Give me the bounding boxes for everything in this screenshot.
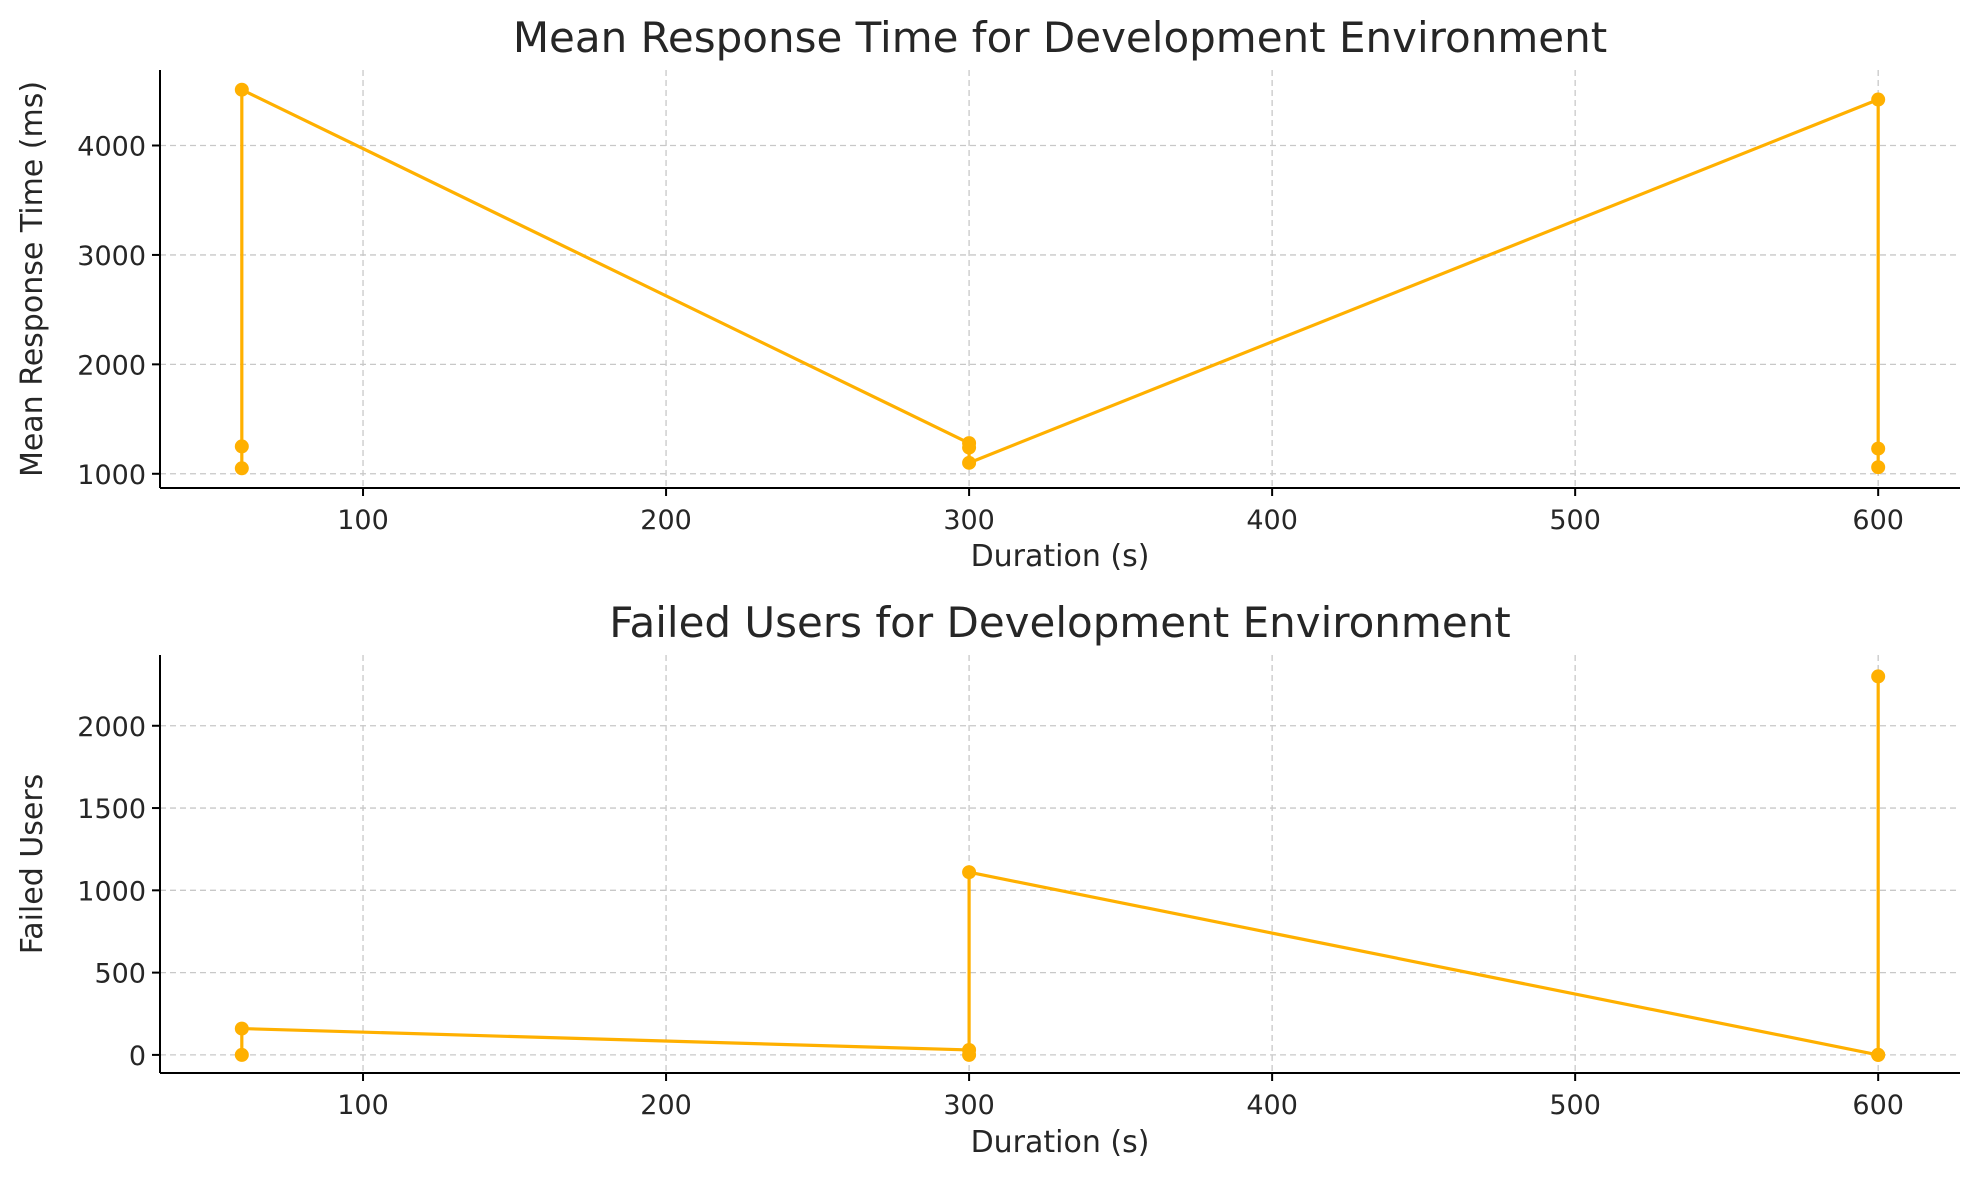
grid [160, 70, 1960, 488]
y-tick-label: 1000 [77, 460, 146, 491]
y-tick-label: 0 [129, 1041, 146, 1072]
chart-panel-1: 100 200 300 400 500 600 1000 2000 3000 4000 Mean R… [15, 13, 1960, 574]
data-point [962, 440, 977, 455]
y-axis-label: Failed Users [15, 774, 50, 955]
data-point [1871, 441, 1886, 456]
data-point [234, 82, 249, 97]
grid [160, 655, 1960, 1073]
data-point [234, 439, 249, 454]
data-point [234, 461, 249, 476]
y-tick-label: 500 [94, 959, 146, 990]
y-tick-label: 3000 [77, 241, 146, 272]
chart-title: Failed Users for Development Environment [609, 598, 1511, 647]
x-tick-label: 200 [640, 505, 692, 536]
x-tick-label: 500 [1549, 1090, 1601, 1121]
data-point [234, 1047, 249, 1062]
x-axis-label: Duration (s) [971, 539, 1150, 574]
data-point [962, 865, 977, 880]
y-tick-label: 1500 [77, 794, 146, 825]
data-point [1871, 92, 1886, 107]
x-tick-label: 600 [1852, 505, 1904, 536]
data-point [962, 1047, 977, 1062]
y-tick-label: 2000 [77, 712, 146, 743]
x-tick-label: 300 [943, 505, 995, 536]
data-point [1871, 1047, 1886, 1062]
chart-panel-2: 100 200 300 400 500 600 0 500 1000 1500 2000 Failed… [15, 598, 1960, 1160]
x-tick-label: 600 [1852, 1090, 1904, 1121]
x-tick-label: 100 [337, 505, 389, 536]
y-axis-label: Mean Response Time (ms) [15, 81, 50, 477]
y-tick-label: 4000 [77, 132, 146, 163]
x-tick-label: 200 [640, 1090, 692, 1121]
series-line [240, 88, 1880, 469]
data-point [962, 455, 977, 470]
data-point [1871, 669, 1886, 684]
x-tick-label: 400 [1246, 505, 1298, 536]
chart-title: Mean Response Time for Development Envir… [513, 13, 1607, 62]
data-point [1871, 460, 1886, 475]
y-tick-label: 1000 [77, 876, 146, 907]
x-tick-label: 500 [1549, 505, 1601, 536]
x-tick-label: 400 [1246, 1090, 1298, 1121]
data-point [234, 1021, 249, 1036]
x-tick-label: 300 [943, 1090, 995, 1121]
y-tick-label: 2000 [77, 350, 146, 381]
x-tick-label: 100 [337, 1090, 389, 1121]
series-line [240, 676, 1880, 1057]
x-axis-label: Duration (s) [971, 1125, 1150, 1160]
